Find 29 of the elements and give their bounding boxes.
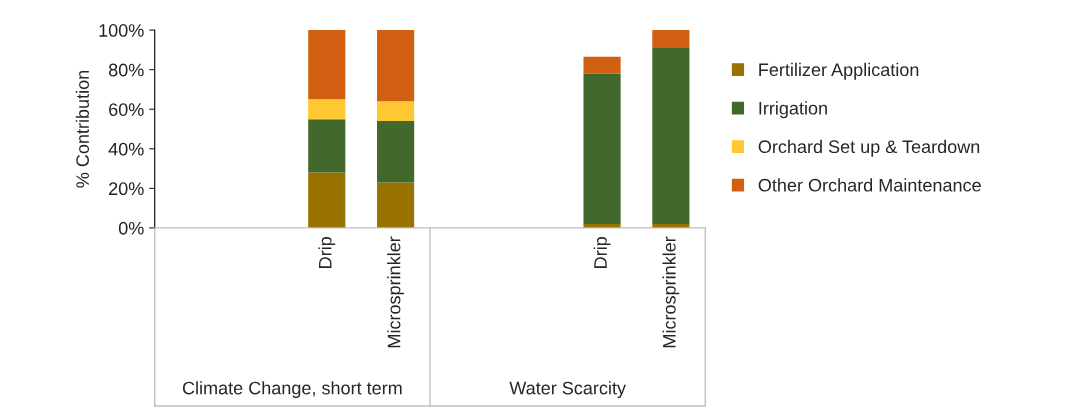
- bar: [377, 101, 415, 122]
- bar: [377, 121, 415, 183]
- legend-label: Irrigation: [759, 101, 827, 119]
- x-tick-label: Microsprinkler: [387, 236, 405, 348]
- y-axis-title: % Contribution: [75, 70, 89, 188]
- bar: [652, 30, 690, 48]
- y-tick-label: 80%: [108, 63, 144, 77]
- bar: [583, 73, 621, 224]
- x-tick-label: Microsprinkler: [662, 236, 680, 348]
- bar: [377, 182, 415, 228]
- x-tick-label: Drip: [593, 237, 611, 268]
- y-tick-label: 0%: [118, 221, 144, 235]
- legend-label: Orchard Set up & Teardown: [758, 139, 980, 157]
- bar: [377, 30, 415, 102]
- bar: [308, 172, 346, 228]
- bar: [583, 56, 621, 74]
- bar: [308, 119, 346, 173]
- text: Water Scarcity: [509, 381, 626, 399]
- bar: [652, 47, 690, 224]
- y-tick-label: 40%: [108, 142, 144, 156]
- y-tick-label: 100%: [99, 24, 144, 37]
- y-tick-label: 60%: [109, 103, 144, 116]
- bar: [308, 30, 346, 100]
- text: Climate Change, short term: [182, 381, 402, 399]
- x-tick-label: Drip: [318, 237, 336, 268]
- legend-label: Fertilizer Application: [759, 62, 919, 80]
- y-tick-label: 20%: [109, 182, 144, 196]
- bar: [308, 99, 346, 120]
- legend-label: Other Orchard Maintenance: [758, 178, 981, 192]
